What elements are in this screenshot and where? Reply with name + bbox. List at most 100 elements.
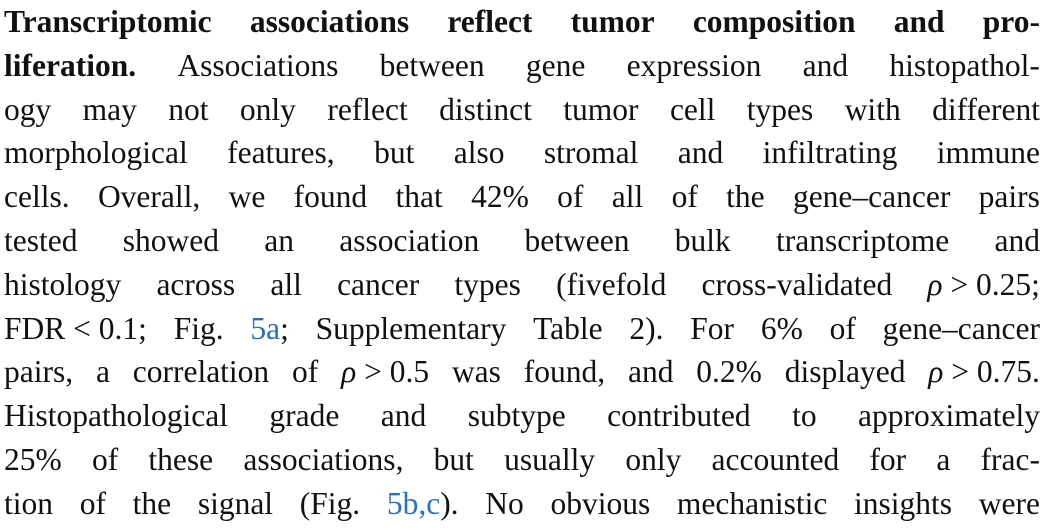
word: subtype (467, 398, 566, 434)
word: 0.2% (696, 354, 762, 390)
word: only (625, 442, 682, 477)
word: that (395, 179, 443, 215)
word: approximately (858, 398, 1040, 434)
word: morphological (4, 135, 188, 171)
text-line: Transcriptomic associations reflect tumor co… (4, 0, 1040, 44)
word: histology (4, 266, 122, 302)
word: tumor (570, 4, 655, 39)
word: gene–cancer (882, 310, 1040, 346)
word: FDR < 0.1; (4, 310, 147, 346)
text-line: pairs, a correlation of ρ > 0.5 was found, and 0… (4, 350, 1040, 394)
word: histopathol- (889, 47, 1040, 83)
word: contributed (607, 398, 751, 434)
word: ρ > 0.75. (928, 354, 1040, 390)
word: and (380, 398, 427, 434)
text-line: tested showed an association between bulk tran… (4, 219, 1040, 263)
word: and (627, 354, 674, 390)
word: immune (936, 135, 1040, 171)
word: Histopathological (4, 398, 228, 434)
word: across (156, 266, 236, 302)
word: Fig. (173, 310, 224, 346)
figure-link[interactable]: 5b,c (386, 485, 441, 521)
word: insights (854, 485, 953, 521)
word: (fivefold (556, 266, 667, 302)
word: 25% (4, 442, 62, 477)
word: gene–cancer (792, 179, 951, 215)
word: types (454, 266, 521, 302)
word: composition (692, 4, 856, 39)
word: but (374, 135, 415, 171)
word: found, (523, 354, 606, 390)
word: of (557, 179, 584, 215)
word: between (524, 223, 630, 258)
word: reflect (327, 91, 408, 127)
word: expression (626, 47, 762, 83)
text-line: 25% of these associations, but usually only acc… (4, 438, 1040, 482)
word: cell (669, 91, 716, 127)
word: we (228, 179, 266, 215)
word: Table (533, 310, 603, 346)
word: frac- (980, 442, 1040, 477)
word: found (293, 179, 368, 215)
word: the (132, 485, 172, 521)
word: were (978, 485, 1040, 521)
word: usually (504, 442, 596, 477)
word: and (994, 223, 1040, 258)
word: cells. (4, 179, 70, 215)
text-line: FDR < 0.1; Fig. 5a; Supplementary Table 2). Fo… (4, 307, 1040, 351)
word: ρ > 0.5 (341, 354, 430, 390)
word: infiltrating (762, 135, 898, 171)
word: cancer (337, 266, 420, 302)
word: tumor (563, 91, 639, 127)
word: an (264, 223, 294, 258)
word: of (91, 442, 119, 477)
word: gene (525, 47, 586, 83)
word: of (79, 485, 106, 521)
word: of (829, 310, 856, 346)
word: displayed (784, 354, 906, 390)
word: was (451, 354, 501, 390)
text-line: tion of the signal (Fig. 5b,c). No obvious mecha… (4, 482, 1040, 526)
word: ρ > 0.25; (927, 266, 1040, 302)
word: with (844, 91, 901, 127)
word: (Fig. (299, 485, 361, 521)
word: the (726, 179, 765, 215)
word: a (95, 354, 110, 390)
word: also (453, 135, 505, 171)
word: 2). (629, 310, 664, 346)
word: obvious (550, 485, 651, 521)
word: of (292, 354, 319, 390)
word: Transcriptomic (4, 4, 212, 39)
word: association (339, 223, 480, 258)
word: associations (249, 4, 410, 39)
word: Supplementary (315, 310, 507, 346)
word: associations, (243, 442, 404, 477)
word: stromal (543, 135, 639, 171)
word: 6% (760, 310, 803, 346)
word: cross-validated (701, 266, 893, 302)
word: not (168, 91, 209, 127)
text-line: histology across all cancer types (fivefold cr… (4, 263, 1040, 307)
word: pro- (982, 4, 1040, 39)
word: 5a; (250, 310, 289, 346)
word: these (148, 442, 214, 477)
word: types (746, 91, 814, 127)
word: pairs (978, 179, 1040, 215)
text-line: Histopathological grade and subtype contribu… (4, 394, 1040, 438)
word: may (82, 91, 137, 127)
word: 5b,c). (386, 485, 459, 521)
word: liferation. (4, 47, 137, 83)
word: reflect (447, 4, 533, 39)
word: signal (197, 485, 274, 521)
paper-page: Transcriptomic associations reflect tumor co… (4, 0, 1040, 530)
word: all (611, 179, 644, 215)
figure-link[interactable]: 5a (250, 310, 281, 346)
word: mechanistic (676, 485, 828, 521)
word: to (792, 398, 817, 434)
word: but (433, 442, 474, 477)
word: all (270, 266, 302, 302)
word: different (932, 91, 1040, 127)
word: 42% (471, 179, 529, 215)
word: distinct (439, 91, 532, 127)
word: and (802, 47, 849, 83)
